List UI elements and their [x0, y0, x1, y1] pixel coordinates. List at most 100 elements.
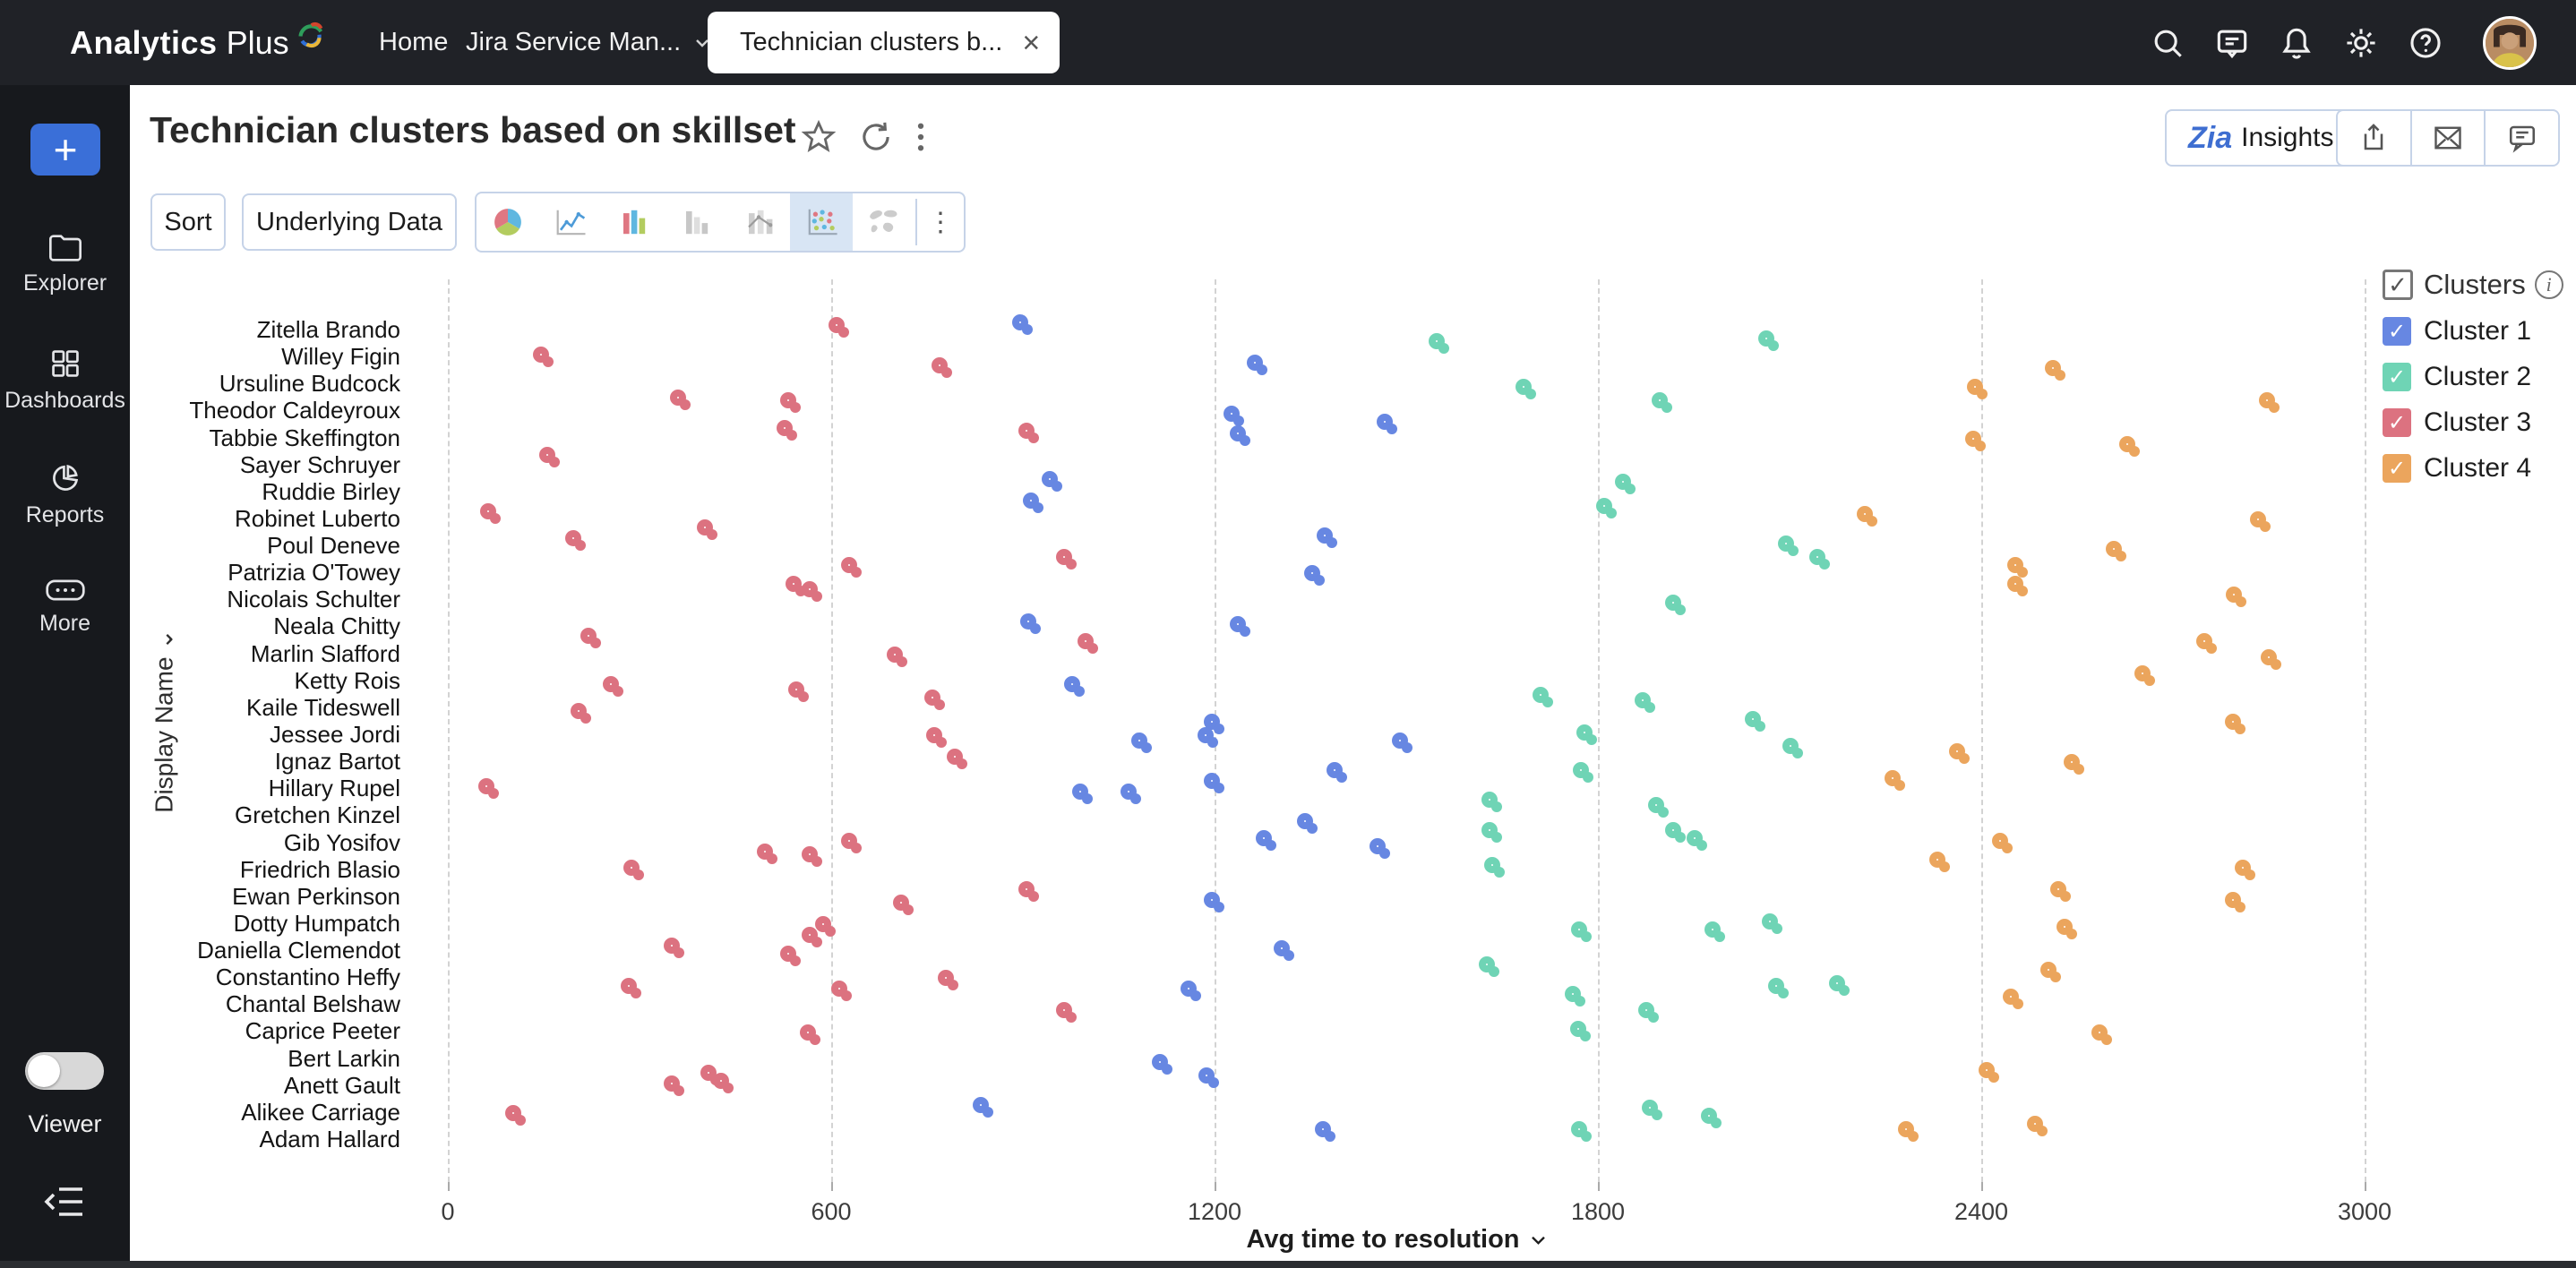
- data-point-cluster-4[interactable]: [1857, 505, 1878, 527]
- data-point-cluster-3[interactable]: [780, 946, 802, 967]
- data-point-cluster-2[interactable]: [1516, 379, 1537, 400]
- export-button[interactable]: [2338, 111, 2410, 165]
- data-point-cluster-1[interactable]: [1041, 470, 1062, 492]
- data-point-cluster-2[interactable]: [1576, 724, 1597, 746]
- legend-item-cluster-2[interactable]: ✓ Cluster 2: [2383, 362, 2563, 392]
- data-point-cluster-4[interactable]: [2003, 989, 2024, 1010]
- data-point-cluster-2[interactable]: [1532, 686, 1553, 707]
- data-point-cluster-1[interactable]: [1326, 762, 1347, 784]
- data-point-cluster-3[interactable]: [532, 347, 554, 368]
- data-point-cluster-2[interactable]: [1745, 710, 1766, 732]
- data-point-cluster-3[interactable]: [1018, 880, 1040, 902]
- data-point-cluster-3[interactable]: [1077, 632, 1098, 654]
- clusters-checkbox[interactable]: ✓: [2383, 270, 2413, 300]
- data-point-cluster-1[interactable]: [1224, 406, 1245, 427]
- sort-button[interactable]: Sort: [150, 193, 226, 251]
- data-point-cluster-3[interactable]: [887, 646, 908, 667]
- chart-type-stacked-bar[interactable]: [665, 193, 727, 251]
- data-point-cluster-3[interactable]: [785, 576, 806, 597]
- settings-icon[interactable]: [2341, 23, 2381, 63]
- data-point-cluster-4[interactable]: [2007, 557, 2029, 578]
- data-point-cluster-3[interactable]: [946, 749, 967, 770]
- data-point-cluster-2[interactable]: [1479, 956, 1500, 978]
- data-point-cluster-4[interactable]: [1966, 379, 1988, 400]
- data-point-cluster-3[interactable]: [479, 502, 501, 524]
- data-point-cluster-2[interactable]: [1778, 535, 1799, 557]
- data-point-cluster-2[interactable]: [1828, 975, 1850, 997]
- data-point-cluster-1[interactable]: [1392, 733, 1413, 754]
- data-point-cluster-3[interactable]: [1018, 422, 1040, 443]
- data-point-cluster-1[interactable]: [1369, 837, 1390, 859]
- zia-insights-button[interactable]: Zia Insights: [2165, 109, 2357, 167]
- data-point-cluster-2[interactable]: [1569, 1021, 1591, 1042]
- data-point-cluster-4[interactable]: [2057, 918, 2078, 939]
- data-point-cluster-2[interactable]: [1648, 797, 1670, 818]
- data-point-cluster-1[interactable]: [1203, 891, 1224, 912]
- email-button[interactable]: [2409, 111, 2485, 165]
- data-point-cluster-3[interactable]: [565, 530, 587, 552]
- viewer-toggle[interactable]: [25, 1052, 104, 1090]
- data-point-cluster-1[interactable]: [1181, 981, 1202, 1002]
- data-point-cluster-4[interactable]: [2007, 576, 2029, 597]
- data-point-cluster-3[interactable]: [788, 681, 810, 702]
- data-point-cluster-3[interactable]: [757, 843, 778, 864]
- chart-type-map[interactable]: [853, 193, 915, 251]
- data-point-cluster-1[interactable]: [972, 1096, 993, 1118]
- data-point-cluster-2[interactable]: [1704, 921, 1725, 942]
- legend-checkbox[interactable]: ✓: [2383, 363, 2411, 391]
- data-point-cluster-2[interactable]: [1481, 821, 1502, 843]
- data-point-cluster-2[interactable]: [1484, 856, 1506, 878]
- data-point-cluster-1[interactable]: [1120, 784, 1141, 805]
- data-point-cluster-1[interactable]: [1230, 616, 1251, 638]
- data-point-cluster-3[interactable]: [664, 938, 685, 959]
- chart-type-pie[interactable]: [477, 193, 539, 251]
- data-point-cluster-2[interactable]: [1573, 762, 1594, 784]
- data-point-cluster-1[interactable]: [1198, 1067, 1220, 1088]
- data-point-cluster-4[interactable]: [2064, 754, 2085, 775]
- comment-button[interactable]: [2484, 111, 2558, 165]
- data-point-cluster-3[interactable]: [802, 581, 823, 603]
- data-point-cluster-2[interactable]: [1782, 738, 1804, 759]
- legend-checkbox[interactable]: ✓: [2383, 317, 2411, 346]
- data-point-cluster-4[interactable]: [2106, 541, 2127, 562]
- data-point-cluster-3[interactable]: [932, 357, 953, 379]
- data-point-cluster-3[interactable]: [800, 1024, 821, 1045]
- data-point-cluster-2[interactable]: [1809, 549, 1831, 570]
- data-point-cluster-3[interactable]: [1056, 549, 1078, 570]
- data-point-cluster-3[interactable]: [713, 1072, 734, 1093]
- sidebar-item-more[interactable]: More: [0, 577, 130, 637]
- data-point-cluster-2[interactable]: [1615, 473, 1636, 494]
- help-icon[interactable]: [2406, 23, 2445, 63]
- data-point-cluster-4[interactable]: [1991, 832, 2013, 853]
- data-point-cluster-1[interactable]: [1303, 565, 1325, 587]
- data-point-cluster-1[interactable]: [1197, 727, 1218, 749]
- data-point-cluster-3[interactable]: [926, 727, 948, 749]
- legend-checkbox[interactable]: ✓: [2383, 454, 2411, 483]
- add-button[interactable]: +: [30, 124, 100, 176]
- data-point-cluster-1[interactable]: [1376, 414, 1397, 435]
- data-point-cluster-3[interactable]: [603, 675, 624, 697]
- data-point-cluster-1[interactable]: [1315, 1120, 1336, 1142]
- data-point-cluster-1[interactable]: [1151, 1053, 1172, 1075]
- data-point-cluster-3[interactable]: [571, 702, 592, 724]
- data-point-cluster-4[interactable]: [1964, 430, 1986, 451]
- data-point-cluster-2[interactable]: [1595, 497, 1617, 518]
- data-point-cluster-2[interactable]: [1429, 333, 1450, 355]
- analytics-plus-logo[interactable]: Analytics Plus: [70, 20, 329, 66]
- data-point-cluster-1[interactable]: [1256, 829, 1277, 851]
- tab-home[interactable]: Home: [379, 0, 448, 85]
- legend-item-cluster-3[interactable]: ✓ Cluster 3: [2383, 407, 2563, 438]
- x-axis-field-label[interactable]: Avg time to resolution: [1246, 1225, 1550, 1255]
- data-point-cluster-3[interactable]: [938, 970, 959, 991]
- data-point-cluster-3[interactable]: [478, 778, 500, 800]
- data-point-cluster-4[interactable]: [1928, 851, 1950, 872]
- data-point-cluster-3[interactable]: [664, 1075, 685, 1096]
- data-point-cluster-1[interactable]: [1297, 813, 1318, 835]
- data-point-cluster-4[interactable]: [1948, 743, 1970, 765]
- chart-type-line[interactable]: [539, 193, 602, 251]
- legend-checkbox[interactable]: ✓: [2383, 408, 2411, 437]
- data-point-cluster-3[interactable]: [623, 859, 644, 880]
- data-point-cluster-4[interactable]: [2119, 435, 2141, 457]
- data-point-cluster-1[interactable]: [1011, 314, 1033, 335]
- data-point-cluster-3[interactable]: [696, 519, 717, 540]
